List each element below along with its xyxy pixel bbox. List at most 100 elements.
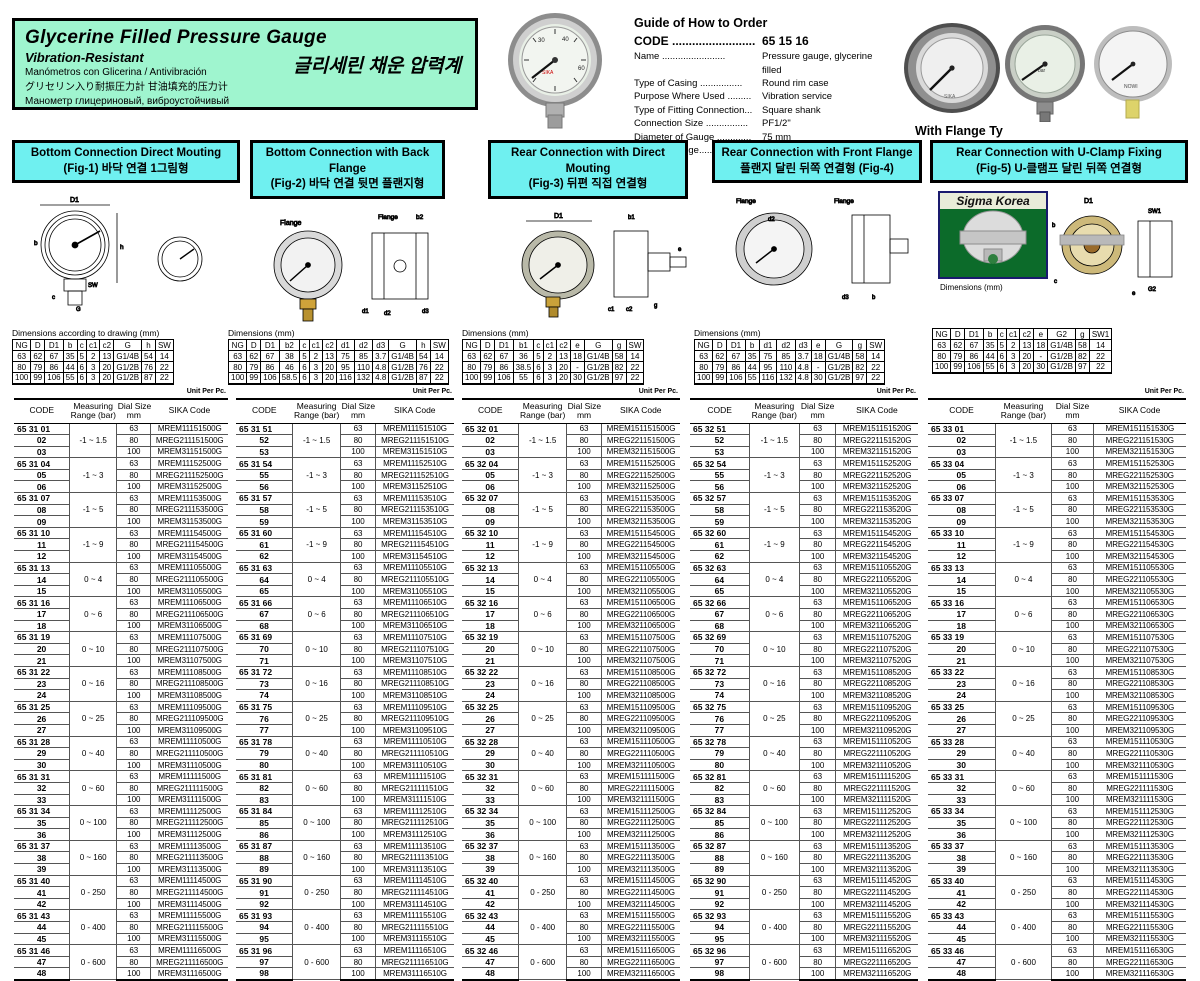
product-table-row[interactable]: 35 80 MREG221112530G (928, 816, 1186, 830)
product-table-row[interactable]: 65 33 46 0 - 600 63 MREM151116530G (928, 944, 1186, 980)
product-table-row[interactable]: 65 32 37 0 ~ 160 63 MREM151113500G (462, 839, 680, 876)
product-table-row[interactable]: 11 80 MREG221154500G (462, 538, 680, 552)
product-table-row[interactable]: 65 32 07 -1 ~ 5 63 MREM151153500G (462, 492, 680, 528)
product-table-row[interactable]: 97 80 MREG211116510G (236, 955, 454, 969)
product-table-row[interactable]: 70 80 MREG221107520G (690, 642, 918, 656)
product-table-row[interactable]: 65 33 34 0 ~ 100 63 MREM151112530G (928, 805, 1186, 841)
product-table-row[interactable]: 11 80 MREG221154530G (928, 538, 1186, 552)
product-table-row[interactable]: 56 100 MREM31152510G (236, 480, 454, 494)
product-table-row[interactable]: 95 100 MREM31115510G (236, 932, 454, 946)
product-table-row[interactable]: 18 100 MREM31106500G (14, 619, 228, 633)
product-table-row[interactable]: 65 31 75 0 ~ 25 63 MREM11109510G (236, 700, 454, 737)
product-table-row[interactable]: 74 100 MREM31108510G (236, 689, 454, 702)
product-table-row[interactable]: 65 31 22 0 ~ 16 63 MREM11108500G (14, 665, 228, 702)
product-table-row[interactable]: 20 80 MREG221107500G (462, 642, 680, 656)
product-table-row[interactable]: 70 80 MREG211107510G (236, 642, 454, 656)
product-table-row[interactable]: 14 80 MREG221105530G (928, 573, 1186, 586)
product-table-row[interactable]: 29 80 MREG221110500G (462, 747, 680, 760)
product-table-row[interactable]: 65 32 13 0 ~ 4 63 MREM151105500G (462, 561, 680, 598)
product-table-row[interactable]: 80 100 MREM321110520G (690, 758, 918, 772)
product-table-row[interactable]: 36 100 MREM321112530G (928, 828, 1186, 841)
product-table-row[interactable]: 18 100 MREM321106530G (928, 619, 1186, 633)
product-table-row[interactable]: 65 31 66 0 ~ 6 63 MREM11106510G (236, 596, 454, 633)
product-table-row[interactable]: 39 100 MREM31113500G (14, 863, 228, 876)
product-table-row[interactable]: 86 100 MREM321112520G (690, 828, 918, 841)
product-table-row[interactable]: 65 31 04 -1 ~ 3 63 MREM11152500G (14, 457, 228, 494)
product-table-row[interactable]: 36 100 MREM321112500G (462, 828, 680, 841)
product-table-row[interactable]: 02 80 MREG221151530G (928, 434, 1186, 447)
product-table-row[interactable]: 06 100 MREM321152500G (462, 480, 680, 494)
product-table-row[interactable]: 45 100 MREM321115500G (462, 932, 680, 946)
product-table-row[interactable]: 65 31 16 0 ~ 6 63 MREM11106500G (14, 596, 228, 633)
product-table-row[interactable]: 65 33 04 -1 ~ 3 63 MREM151152530G (928, 457, 1186, 494)
product-table-row[interactable]: 65 32 22 0 ~ 16 63 MREM151108500G (462, 665, 680, 702)
product-table-row[interactable]: 98 100 MREM321116520G (690, 967, 918, 981)
product-table-row[interactable]: 44 80 MREG221115500G (462, 921, 680, 934)
product-table-row[interactable]: 82 80 MREG221111520G (690, 781, 918, 795)
product-table-row[interactable]: 65 32 34 0 ~ 100 63 MREM151112500G (462, 805, 680, 841)
product-table-row[interactable]: 65 32 66 0 ~ 6 63 MREM151106520G (690, 596, 918, 633)
product-table-row[interactable]: 65 32 84 0 ~ 100 63 MREM151112520G (690, 805, 918, 841)
product-table-row[interactable]: 56 100 MREM321152520G (690, 480, 918, 494)
product-table-row[interactable]: 65 33 01 -1 ~ 1.5 63 MREM151151530G (928, 422, 1186, 459)
product-table-row[interactable]: 65 32 10 -1 ~ 9 63 MREM151154500G (462, 526, 680, 563)
product-table-row[interactable]: 08 80 MREG221153500G (462, 503, 680, 517)
product-table-row[interactable]: 48 100 MREM321116500G (462, 967, 680, 981)
product-table-row[interactable]: 65 31 07 -1 ~ 5 63 MREM11153500G (14, 492, 228, 528)
product-table-row[interactable]: 41 80 MREG221114530G (928, 886, 1186, 899)
product-table-row[interactable]: 80 100 MREM31110510G (236, 758, 454, 772)
product-table-row[interactable]: 65 31 60 -1 ~ 9 63 MREM11154510G (236, 526, 454, 563)
product-table-row[interactable]: 65 33 10 -1 ~ 9 63 MREM151154530G (928, 526, 1186, 563)
product-table-row[interactable]: 12 100 MREM31154500G (14, 550, 228, 563)
product-table-row[interactable]: 11 80 MREG211154500G (14, 538, 228, 552)
product-table-row[interactable]: 20 80 MREG221107530G (928, 642, 1186, 656)
product-table-row[interactable]: 97 80 MREG221116520G (690, 955, 918, 969)
product-table-row[interactable]: 23 80 MREG211108500G (14, 677, 228, 691)
product-table-row[interactable]: 26 80 MREG211109500G (14, 712, 228, 725)
product-table-row[interactable]: 65 31 10 -1 ~ 9 63 MREM11154500G (14, 526, 228, 563)
product-table-row[interactable]: 12 100 MREM321154530G (928, 550, 1186, 563)
product-table-row[interactable]: 35 80 MREG221112500G (462, 816, 680, 830)
product-table-row[interactable]: 65 31 13 0 ~ 4 63 MREM11105500G (14, 561, 228, 598)
product-table-row[interactable]: 45 100 MREM31115500G (14, 932, 228, 946)
product-table-row[interactable]: 67 80 MREG211106510G (236, 608, 454, 621)
product-table-row[interactable]: 09 100 MREM321153500G (462, 515, 680, 528)
product-table-row[interactable]: 02 80 MREG221151500G (462, 434, 680, 447)
product-table-row[interactable]: 41 80 MREG221114500G (462, 886, 680, 899)
product-table-row[interactable]: 88 80 MREG211113510G (236, 851, 454, 865)
product-table-row[interactable]: 15 100 MREM321105530G (928, 584, 1186, 598)
product-table-row[interactable]: 65 31 25 0 ~ 25 63 MREM11109500G (14, 700, 228, 737)
product-table-row[interactable]: 17 80 MREG221106530G (928, 608, 1186, 621)
product-table-row[interactable]: 68 100 MREM31106510G (236, 619, 454, 633)
product-table-row[interactable]: 65 31 81 0 ~ 60 63 MREM11111510G (236, 770, 454, 807)
product-table-row[interactable]: 65 32 54 -1 ~ 3 63 MREM151152520G (690, 457, 918, 494)
product-table-row[interactable]: 39 100 MREM321113530G (928, 863, 1186, 876)
product-table-row[interactable]: 65 31 19 0 ~ 10 63 MREM11107500G (14, 631, 228, 667)
product-table-row[interactable]: 65 32 87 0 ~ 160 63 MREM151113520G (690, 839, 918, 876)
product-table-row[interactable]: 09 100 MREM31153500G (14, 515, 228, 528)
product-table-row[interactable]: 83 100 MREM31111510G (236, 793, 454, 807)
product-table-row[interactable]: 38 80 MREG211113500G (14, 851, 228, 865)
product-table-row[interactable]: 65 31 54 -1 ~ 3 63 MREM11152510G (236, 457, 454, 494)
product-table-row[interactable]: 71 100 MREM321107520G (690, 654, 918, 667)
product-table-row[interactable]: 65 31 28 0 ~ 40 63 MREM11110500G (14, 735, 228, 772)
product-table-row[interactable]: 15 100 MREM31105500G (14, 584, 228, 598)
product-table-row[interactable]: 64 80 MREG211105510G (236, 573, 454, 586)
product-table-row[interactable]: 98 100 MREM31116510G (236, 967, 454, 981)
product-table-row[interactable]: 45 100 MREM321115530G (928, 932, 1186, 946)
product-table-row[interactable]: 65 32 51 -1 ~ 1.5 63 MREM151151520G (690, 422, 918, 459)
product-table-row[interactable]: 26 80 MREG221109500G (462, 712, 680, 725)
product-table-row[interactable]: 21 100 MREM31107500G (14, 654, 228, 667)
product-table-row[interactable]: 61 80 MREG221154520G (690, 538, 918, 552)
product-table-row[interactable]: 65 33 07 -1 ~ 5 63 MREM151153530G (928, 492, 1186, 528)
product-table-row[interactable]: 65 32 57 -1 ~ 5 63 MREM151153520G (690, 492, 918, 528)
product-table-row[interactable]: 27 100 MREM321109530G (928, 723, 1186, 737)
product-table-row[interactable]: 65 31 72 0 ~ 16 63 MREM11108510G (236, 665, 454, 702)
product-table-row[interactable]: 55 80 MREG211152510G (236, 468, 454, 482)
product-table-row[interactable]: 65 33 22 0 ~ 16 63 MREM151108530G (928, 665, 1186, 702)
product-table-row[interactable]: 65 100 MREM321105520G (690, 584, 918, 598)
product-table-row[interactable]: 61 80 MREG211154510G (236, 538, 454, 552)
product-table-row[interactable]: 27 100 MREM31109500G (14, 723, 228, 737)
product-table-row[interactable]: 65 31 90 0 - 250 63 MREM11114510G (236, 874, 454, 911)
product-table-row[interactable]: 42 100 MREM31114500G (14, 897, 228, 911)
